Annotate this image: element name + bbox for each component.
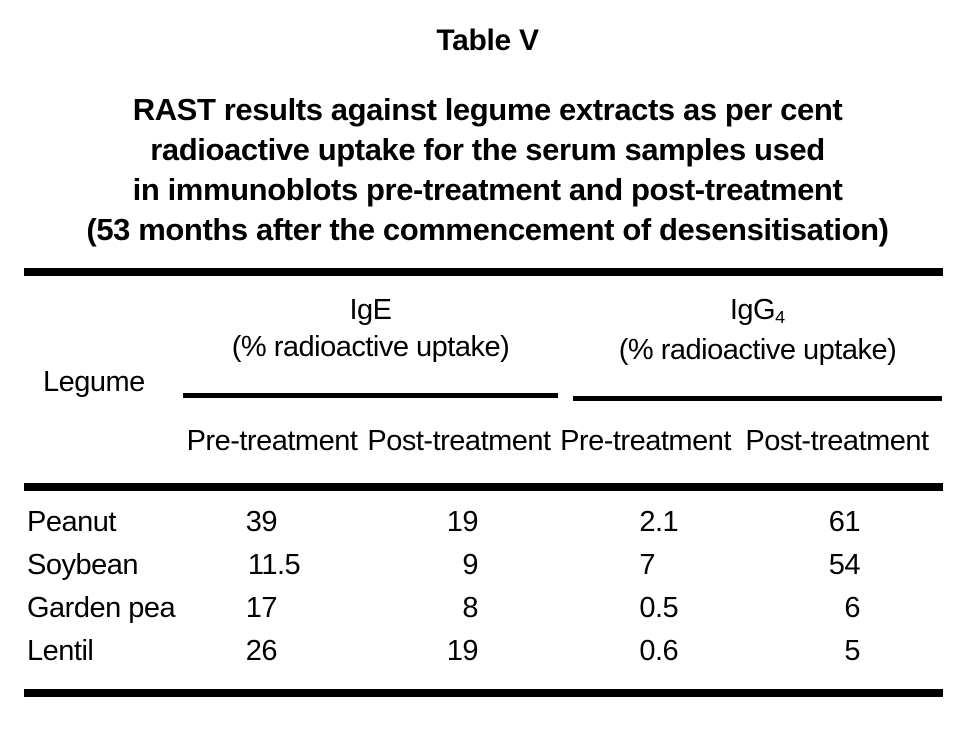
group-igg4-subtitle: (% radioactive uptake) (618, 334, 897, 366)
row-label: Soybean (27, 549, 139, 581)
caption-line-3: in immunoblots pre-treatment and post-tr… (132, 172, 843, 207)
cell-ige-pre: 39 (245, 506, 278, 538)
group-ige-subtitle: (% radioactive uptake) (231, 331, 510, 363)
group-igg4-label: IgG4 (573, 292, 942, 332)
group-ige-block: IgE (% radioactive uptake) (183, 276, 558, 398)
igg4-subscript: 4 (775, 306, 786, 327)
row-label: Peanut (27, 506, 116, 538)
col-header-ige-pre: Pre-treatment (186, 401, 358, 491)
cell-igg4-post: 54 (828, 549, 861, 581)
caption-line-4: (53 months after the commencement of des… (86, 212, 889, 247)
group-igg4-block: IgG4 (% radioactive uptake) (573, 276, 942, 401)
table-caption: RAST results against legume extracts as … (0, 90, 975, 250)
row-header-legume: Legume (24, 272, 186, 491)
cell-ige-post: 19 (446, 635, 479, 667)
table-row-lentil: Lentil 26 19 0.6 5 (24, 630, 943, 693)
caption-line-2: radioactive uptake for the serum samples… (150, 132, 825, 167)
group-header-row: Legume IgE (% radioactive uptake) IgG4 (… (24, 272, 943, 491)
col-header-ige-post: Post-treatment (358, 401, 560, 491)
sub-header-row: Pre-treatment Post-treatment Pre-treatme… (24, 401, 943, 491)
group-header-igg4: IgG4 (% radioactive uptake) (560, 272, 943, 401)
cell-igg4-post: 5 (844, 635, 860, 667)
row-label: Lentil (27, 635, 94, 667)
table-row-peanut: Peanut 39 19 2.1 61 (24, 487, 943, 544)
cell-ige-pre: 17 (245, 592, 278, 624)
cell-ige-post: 9 (462, 549, 478, 581)
table-number-title: Table V (436, 24, 539, 57)
col-header-igg4-pre: Pre-treatment (560, 401, 731, 491)
group-ige-label-text: IgE (349, 294, 392, 326)
table-row-garden-pea: Garden pea 17 8 0.5 6 (24, 587, 943, 630)
table-row-soybean: Soybean 11.5 9 7 54 (24, 544, 943, 587)
cell-igg4-pre: 0.5 (639, 592, 679, 624)
caption-line-1: RAST results against legume extracts as … (132, 92, 843, 127)
group-igg4-label-text: IgG (729, 294, 776, 326)
row-label: Garden pea (27, 592, 176, 624)
cell-ige-pre: 26 (245, 635, 278, 667)
col-header-igg4-post: Post-treatment (731, 401, 943, 491)
group-header-ige: IgE (% radioactive uptake) (183, 272, 560, 401)
cell-igg4-post: 6 (844, 592, 860, 624)
cell-ige-pre: 11.5 (247, 549, 301, 581)
cell-igg4-pre: 2.1 (639, 506, 679, 538)
cell-ige-post: 19 (446, 506, 479, 538)
group-ige-label: IgE (183, 292, 558, 329)
rast-results-table: Legume IgE (% radioactive uptake) IgG4 (… (24, 268, 943, 697)
cell-igg4-pre: 0.6 (639, 635, 679, 667)
cell-igg4-post: 61 (828, 506, 861, 538)
cell-igg4-pre: 7 (639, 549, 655, 581)
cell-ige-post: 8 (462, 592, 478, 624)
